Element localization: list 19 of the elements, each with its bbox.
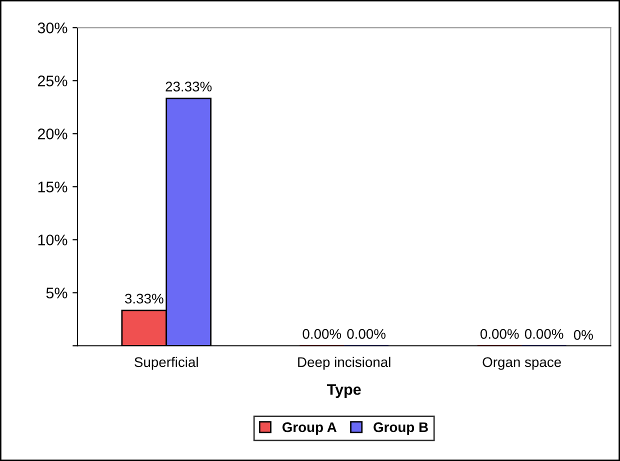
x-tick-label: Deep incisional <box>298 356 390 370</box>
legend-label: Group A <box>282 422 337 435</box>
data-label: 0.00% <box>524 329 564 339</box>
data-label: 0.00% <box>347 329 386 339</box>
x-axis-title: Type <box>327 384 361 398</box>
y-tick-label: 15% <box>38 182 68 192</box>
data-label: 23.33% <box>166 82 212 92</box>
legend-label: Group B <box>374 422 428 435</box>
x-tick-label: Organ space <box>482 357 561 370</box>
data-label: 3.33% <box>124 294 164 304</box>
data-label: 0.00% <box>302 329 342 339</box>
y-tick-label: 25% <box>38 76 68 86</box>
data-label: 0.00% <box>480 329 519 339</box>
y-tick-label: 5% <box>46 288 68 298</box>
x-tick-label: Superficial <box>134 356 198 370</box>
y-tick-label: 20% <box>38 128 68 140</box>
y-tick-label: 30% <box>38 22 68 34</box>
y-tick-label: 10% <box>38 234 68 246</box>
annotation: 0% <box>574 330 593 340</box>
